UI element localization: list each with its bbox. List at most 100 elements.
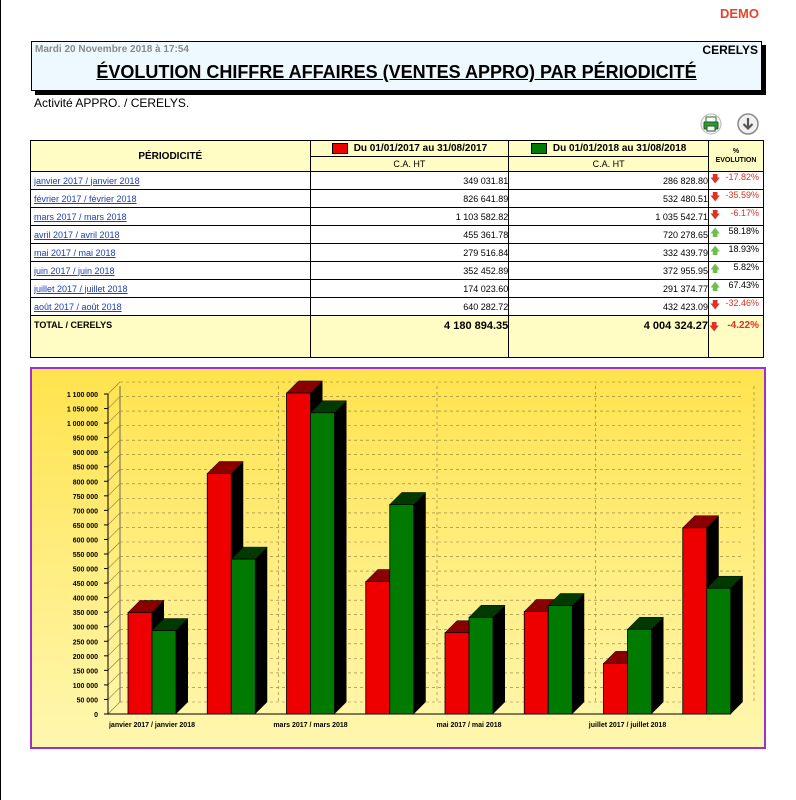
value-cell-1: 352 452.89 — [309, 261, 510, 280]
y-tick-label: 0 — [94, 712, 98, 719]
y-tick-label: 450 000 — [73, 581, 98, 588]
table-row: juin 2017 / juin 2018 352 452.89 372 955.9… — [30, 261, 765, 280]
grid-connector — [107, 556, 121, 569]
grid-connector — [107, 672, 121, 686]
evolution-value: 5.82% — [733, 262, 759, 272]
y-tick-label: 50 000 — [77, 697, 99, 704]
period-link[interactable]: mai 2017 / mai 2018 — [34, 247, 116, 258]
value-cell-2: 291 374.77 — [508, 279, 709, 298]
sales-table: PÉRIODICITÉ Du 01/01/2017 au 31/08/2017 … — [30, 140, 765, 358]
period-link[interactable]: avril 2017 / avril 2018 — [34, 229, 120, 240]
evolution-value: -17.82% — [725, 172, 759, 182]
value-cell-1: 455 361.78 — [309, 225, 510, 244]
value-cell-1: 174 023.60 — [309, 279, 510, 298]
y-tick-label: 500 000 — [73, 567, 98, 574]
table-row: avril 2017 / avril 2018 455 361.78 720 278… — [30, 225, 765, 244]
bar — [389, 504, 415, 715]
value-cell-1: 1 103 582.82 — [309, 207, 510, 226]
bar-side — [730, 576, 743, 714]
arrow-down-icon: 🡇 — [709, 300, 721, 311]
bar — [230, 558, 256, 715]
arrow-down-icon: 🡇 — [709, 210, 721, 221]
bar — [286, 392, 311, 715]
y-tick-label: 400 000 — [73, 596, 98, 603]
bar — [365, 581, 391, 715]
col-header-period: PÉRIODICITÉ — [30, 140, 311, 172]
activity-subtitle: Activité APPRO. / CERELYS. — [34, 96, 190, 110]
grid-connector — [107, 599, 121, 613]
grid-connector — [107, 541, 121, 555]
col-header-period1: Du 01/01/2017 au 31/08/2017 — [309, 140, 510, 157]
grid-connector — [107, 629, 121, 642]
download-arrow-icon — [737, 113, 759, 135]
print-button[interactable] — [700, 113, 722, 135]
total-label: TOTAL / CERELYS — [30, 315, 311, 358]
arrow-down-icon: 🡇 — [709, 174, 721, 185]
bar — [127, 612, 153, 715]
grid-connector — [107, 439, 121, 453]
arrow-up-icon: 🡅 — [709, 282, 721, 293]
value-cell-2: 532 480.51 — [508, 189, 709, 208]
y-tick-label: 650 000 — [73, 523, 98, 530]
bar-side — [413, 492, 426, 714]
x-tick-label: mai 2017 / mai 2018 — [437, 722, 502, 729]
bar — [706, 587, 732, 715]
table-row: juillet 2017 / juillet 2018 174 023.60 291… — [30, 279, 765, 298]
grid-connector — [107, 483, 121, 497]
grid-connector — [107, 527, 121, 540]
y-tick-label: 1 050 000 — [67, 407, 98, 414]
download-button[interactable] — [737, 113, 759, 135]
company-name: CERELYS — [702, 43, 758, 57]
period-link[interactable]: janvier 2017 / janvier 2018 — [34, 175, 140, 186]
period-cell: août 2017 / août 2018 — [30, 297, 311, 316]
bar — [682, 527, 708, 715]
value-cell-2: 332 439.79 — [508, 243, 709, 262]
evolution-cell: 🡅 5.82% — [707, 261, 765, 280]
period-cell: janvier 2017 / janvier 2018 — [30, 171, 311, 190]
y-tick-label: 900 000 — [73, 450, 98, 457]
report-date: Mardi 20 Novembre 2018 à 17:54 — [35, 44, 189, 55]
window-left-edge — [0, 0, 1, 800]
grid-connector — [107, 498, 121, 511]
grid-connector — [107, 614, 121, 627]
bar — [468, 616, 494, 715]
grid-connector — [107, 396, 121, 409]
grid-connector — [107, 585, 121, 598]
y-tick-label: 150 000 — [73, 668, 98, 675]
evolution-cell: 🡇 -35.59% — [707, 189, 765, 208]
period-link[interactable]: mars 2017 / mars 2018 — [34, 211, 127, 222]
bar — [310, 412, 335, 715]
evolution-cell: 🡇 -6.17% — [707, 207, 765, 226]
table-row: mai 2017 / mai 2018 279 516.84 332 439.79 🡅… — [30, 243, 765, 262]
evolution-value: 18.93% — [728, 244, 759, 254]
total-value-2: 4 004 324.27 — [508, 315, 709, 358]
bar-side — [176, 618, 188, 714]
grid-connector — [107, 643, 121, 657]
period-link[interactable]: août 2017 / août 2018 — [34, 301, 122, 312]
legend-swatch-period1 — [331, 142, 348, 154]
period-link[interactable]: juin 2017 / juin 2018 — [34, 265, 115, 276]
legend-swatch-period2 — [530, 142, 547, 154]
x-tick-label: janvier 2017 / janvier 2018 — [108, 722, 195, 729]
x-tick-label: mars 2017 / mars 2018 — [273, 722, 347, 729]
y-tick-label: 1 000 000 — [67, 421, 98, 428]
period-cell: février 2017 / février 2018 — [30, 189, 311, 208]
bar — [523, 611, 549, 715]
total-evolution-value: -4.22% — [727, 320, 759, 331]
grid-connector — [107, 701, 121, 715]
period-link[interactable]: février 2017 / février 2018 — [34, 193, 137, 204]
period-cell: mai 2017 / mai 2018 — [30, 243, 311, 262]
value-cell-1: 640 282.72 — [309, 297, 510, 316]
grid-connector — [107, 570, 121, 584]
bar — [151, 630, 177, 715]
evolution-cell: 🡇 -17.82% — [707, 171, 765, 190]
evolution-value: 67.43% — [728, 280, 759, 290]
value-cell-2: 286 828.80 — [508, 171, 709, 190]
y-tick-label: 1 100 000 — [67, 392, 98, 399]
bar-side — [493, 605, 505, 714]
period-link[interactable]: juillet 2017 / juillet 2018 — [34, 283, 128, 294]
col-header-period2: Du 01/01/2018 au 31/08/2018 — [508, 140, 709, 157]
bar — [206, 473, 232, 715]
table-row: février 2017 / février 2018 826 641.89 532… — [30, 189, 765, 208]
ca-ht-header-2: C.A. HT — [508, 156, 709, 172]
